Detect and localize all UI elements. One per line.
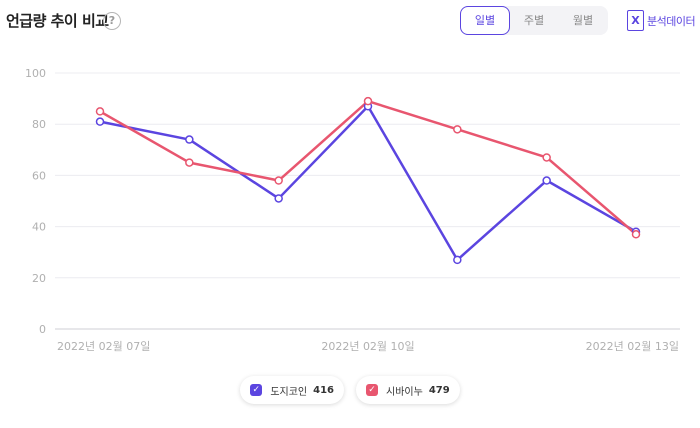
y-tick-label: 0 [39,323,46,336]
checkbox-checked-icon[interactable]: ✓ [366,384,378,396]
y-tick-label: 100 [25,67,46,80]
legend-item-series-2[interactable]: ✓ 시바이누 479 [356,376,460,404]
legend-series-name: 도지코인 [270,386,308,398]
series-line-2 [99,99,637,236]
chart-legend: ✓ 도지코인 416 ✓ 시바이누 479 [0,376,700,404]
series-line-1 [99,105,637,262]
data-point-series-1 [453,255,462,265]
data-point-series-2 [185,158,194,167]
legend-item-series-1[interactable]: ✓ 도지코인 416 [240,376,344,404]
export-label: 분석데이터 [647,14,696,28]
period-tabs: 일별 주별 월별 [460,6,608,35]
x-tick-label: 2022년 02월 13일 [586,339,679,353]
y-tick-label: 40 [32,221,46,234]
x-tick-label: 2022년 02월 10일 [321,339,414,353]
data-point-series-2 [274,176,283,185]
tab-monthly[interactable]: 월별 [572,14,594,27]
data-point-series-2 [542,153,551,162]
page-title: 언급량 추이 비교 [6,12,109,30]
y-tick-label: 80 [32,118,46,131]
line-chart: 0 20 40 60 80 100 2022년 02월 07일 2022년 02월 10일 2… [25,67,680,353]
legend-series-count: 416 [313,384,334,396]
checkbox-checked-icon[interactable]: ✓ [250,384,263,396]
data-point-series-2 [95,107,105,116]
export-button[interactable]: X 분석데이터 [627,10,696,31]
tab-daily[interactable]: 일별 [460,6,510,35]
x-tick-label: 2022년 02월 07일 [57,339,150,353]
help-icon[interactable]: ? [103,12,121,30]
tab-weekly[interactable]: 주별 [523,14,545,27]
legend-series-count: 479 [428,384,450,396]
data-point-series-1 [185,135,194,144]
legend-series-name: 시바이누 [386,386,423,398]
y-tick-label: 20 [32,272,46,285]
data-point-series-1 [95,117,105,126]
data-point-series-1 [274,194,283,203]
y-tick-label: 60 [32,169,46,182]
data-point-series-1 [542,176,551,185]
data-point-series-2 [453,125,462,134]
data-point-series-2 [363,96,373,106]
excel-icon: X [627,10,644,31]
data-point-series-2 [631,230,641,239]
